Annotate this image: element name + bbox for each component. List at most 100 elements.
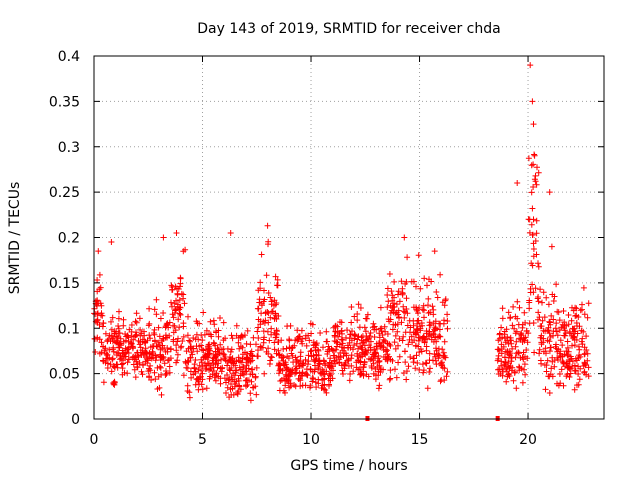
data-point [437, 378, 444, 385]
data-point [160, 310, 167, 316]
data-point [555, 346, 562, 353]
data-point [319, 377, 326, 384]
y-tick-label: 0.05 [49, 367, 80, 383]
data-point [268, 325, 275, 332]
data-point [529, 205, 536, 212]
data-point [99, 323, 106, 330]
data-point [514, 298, 521, 305]
data-point [381, 323, 388, 330]
data-point [100, 358, 107, 365]
data-point [414, 360, 421, 366]
data-point [287, 367, 294, 374]
data-point [548, 243, 555, 250]
data-point [106, 332, 113, 339]
data-point [512, 354, 519, 361]
data-point [521, 309, 528, 316]
data-point [407, 354, 414, 360]
data-point [141, 338, 148, 345]
data-point [170, 329, 177, 336]
data-point [415, 252, 422, 259]
data-point [277, 378, 284, 384]
data-point [388, 288, 395, 295]
data-point [538, 332, 545, 339]
data-point [443, 373, 450, 380]
data-point [433, 347, 440, 354]
axis-ticks: 0 5 10 15 20 0 0.05 0.1 0.15 0.2 0.25 0.3 0.35 0.4 [49, 49, 604, 448]
data-point [247, 341, 254, 348]
data-point [574, 323, 580, 329]
data-point [537, 323, 544, 330]
data-point [253, 364, 260, 371]
data-point [237, 343, 244, 350]
data-point [133, 310, 140, 317]
data-point [146, 365, 152, 372]
data-point [554, 308, 561, 315]
y-tick-label: 0.35 [49, 94, 80, 110]
data-point [263, 348, 270, 355]
data-point [340, 371, 346, 377]
data-point [232, 369, 239, 376]
data-point [444, 325, 451, 332]
data-point [546, 189, 553, 196]
data-point [325, 343, 332, 350]
data-point [291, 342, 298, 349]
data-point [109, 314, 116, 321]
data-point [360, 339, 367, 346]
data-point [354, 336, 361, 343]
data-point [513, 338, 520, 345]
data-point [158, 337, 165, 344]
data-point [351, 313, 358, 320]
data-point [436, 320, 443, 327]
data-point [123, 349, 130, 356]
data-point [191, 361, 198, 368]
data-point [369, 324, 376, 331]
data-point [146, 332, 153, 339]
data-point [581, 311, 588, 318]
data-point [138, 330, 145, 337]
data-point [442, 297, 449, 304]
data-point [194, 348, 201, 355]
data-point [564, 338, 571, 345]
data-point [552, 343, 559, 350]
data-point [359, 333, 366, 340]
data-point [546, 390, 553, 396]
data-point [128, 328, 135, 335]
data-point [224, 384, 231, 391]
data-point [513, 385, 520, 392]
data-point [502, 348, 509, 355]
data-point [404, 322, 411, 329]
data-point [155, 324, 162, 331]
x-axis-label: GPS time / hours [290, 458, 407, 474]
data-point [104, 360, 111, 367]
data-point [228, 356, 235, 363]
data-point [405, 341, 412, 348]
data-point [548, 344, 554, 351]
data-point [579, 341, 586, 348]
data-point [276, 360, 282, 367]
data-point [441, 317, 447, 324]
data-point [396, 353, 403, 360]
data-point [317, 330, 324, 336]
data-point [240, 351, 246, 358]
data-point [115, 323, 122, 329]
data-point [501, 328, 508, 335]
data-point [415, 317, 422, 324]
data-point [120, 316, 127, 323]
data-point [421, 334, 428, 341]
data-point [343, 352, 350, 359]
data-point [511, 369, 518, 376]
data-point [391, 294, 397, 301]
data-point [237, 334, 244, 341]
data-point [155, 339, 162, 346]
data-point [579, 335, 586, 342]
data-point [353, 364, 360, 371]
data-point [358, 370, 365, 377]
data-point [198, 359, 205, 366]
data-point [581, 350, 588, 357]
data-point [269, 308, 276, 315]
data-point [128, 322, 135, 328]
x-tick-label: 10 [302, 432, 320, 448]
data-point [363, 371, 370, 378]
data-point [319, 382, 326, 389]
data-point [419, 306, 426, 313]
